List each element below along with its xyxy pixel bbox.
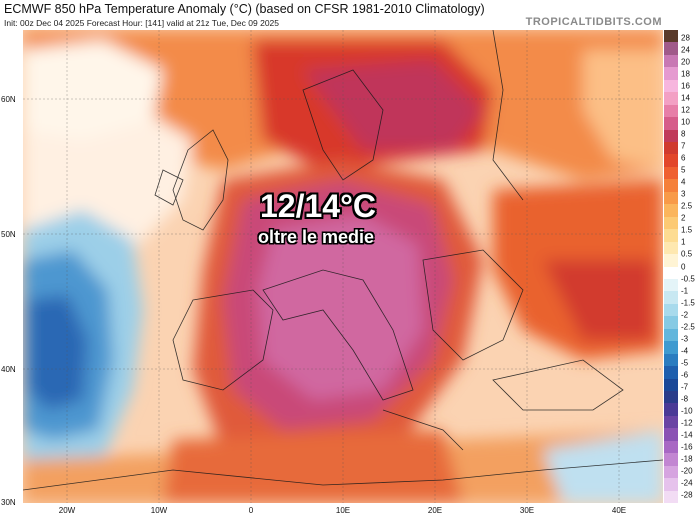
colorbar-tick-label: -6 (681, 370, 689, 380)
colorbar-tick-label: 8 (681, 129, 686, 139)
colorbar-tick-label: 2 (681, 213, 686, 223)
colorbar-tick-label: 10 (681, 117, 690, 127)
colorbar-tick-label: 6 (681, 153, 686, 163)
colorbar-segment (664, 390, 678, 404)
colorbar-segment (664, 378, 678, 392)
colorbar-segment (664, 104, 678, 118)
colorbar-tick-label: -28 (681, 490, 693, 500)
colorbar-segment (664, 117, 678, 131)
lat-label-50n: 50N (1, 230, 16, 239)
colorbar-segment (664, 229, 678, 243)
graticule (23, 30, 663, 503)
lon-label-10e: 10E (335, 506, 351, 515)
colorbar-tick-label: 28 (681, 33, 690, 43)
lon-label-0: 0 (248, 506, 254, 515)
colorbar-tick-label: -5 (681, 358, 689, 368)
colorbar-segment (664, 92, 678, 106)
colorbar-tick-label: 18 (681, 69, 690, 79)
colorbar-segment (664, 154, 678, 168)
anomaly-headline: 12/14°C (260, 188, 376, 224)
colorbar-tick-label: 7 (681, 141, 686, 151)
colorbar-segment (664, 278, 678, 292)
colorbar-tick-label: -1 (681, 286, 689, 296)
colorbar-segment (664, 204, 678, 218)
colorbar-tick-label: 1 (681, 237, 686, 247)
colorbar-tick-label: 14 (681, 93, 690, 103)
colorbar-segment (664, 303, 678, 317)
colorbar-segment (664, 216, 678, 230)
colorbar-segment (664, 142, 678, 155)
colorbar-tick-label: -16 (681, 442, 693, 452)
colorbar-tick-label: -8 (681, 394, 689, 404)
colorbar-tick-label: -7 (681, 382, 689, 392)
colorbar-segment (664, 353, 678, 367)
colorbar-segment (664, 166, 678, 180)
colorbar-tick-label: 5 (681, 165, 686, 175)
colorbar-tick-label: -3 (681, 334, 689, 344)
colorbar-tick-label: 20 (681, 57, 690, 67)
lon-label-30e: 30E (519, 506, 535, 515)
colorbar-tick-label: 2.5 (681, 201, 693, 211)
colorbar-segment (664, 54, 678, 68)
colorbar-segment (664, 328, 678, 342)
anomaly-map[interactable] (23, 30, 663, 503)
colorbar-tick-label: -18 (681, 454, 693, 464)
colorbar-segment (664, 79, 678, 93)
colorbar-segment (664, 403, 678, 417)
colorbar-tick-label: 3 (681, 189, 686, 199)
colorbar-segment (664, 191, 678, 205)
colorbar-segment (664, 67, 678, 81)
colorbar-segment (664, 490, 678, 504)
colorbar-segment (664, 453, 678, 467)
lon-label-20w: 20W (58, 506, 76, 515)
colorbar-tick-label: 4 (681, 177, 686, 187)
colorbar (664, 30, 678, 504)
colorbar-segment (664, 440, 678, 454)
lat-label-40n: 40N (1, 365, 16, 374)
colorbar-segment (664, 316, 678, 330)
colorbar-tick-label: -0.5 (681, 274, 695, 284)
colorbar-tick-label: -14 (681, 430, 693, 440)
lat-label-30n: 30N (1, 498, 16, 507)
colorbar-tick-label: 12 (681, 105, 690, 115)
colorbar-segment (664, 291, 678, 305)
colorbar-segment (664, 428, 678, 442)
colorbar-tick-label: -2 (681, 310, 689, 320)
colorbar-segment (664, 341, 678, 355)
colorbar-tick-label: 24 (681, 45, 690, 55)
colorbar-segment (664, 266, 678, 280)
colorbar-tick-label: 1.5 (681, 225, 693, 235)
colorbar-segment (664, 42, 678, 56)
colorbar-segment (664, 129, 678, 143)
lon-label-10w: 10W (150, 506, 168, 515)
colorbar-tick-label: -2.5 (681, 322, 695, 332)
colorbar-segment (664, 465, 678, 479)
colorbar-tick-label: 0.5 (681, 249, 693, 259)
colorbar-segment (664, 254, 678, 267)
colorbar-tick-label: 16 (681, 81, 690, 91)
map-title: ECMWF 850 hPa Temperature Anomaly (°C) (… (4, 2, 485, 16)
colorbar-segment (664, 415, 678, 429)
lon-label-40e: 40E (611, 506, 627, 515)
colorbar-segment (664, 366, 678, 380)
colorbar-tick-label: -24 (681, 478, 693, 488)
map-subtitle: Init: 00z Dec 04 2025 Forecast Hour: [14… (4, 18, 279, 28)
colorbar-tick-label: -10 (681, 406, 693, 416)
brand-watermark[interactable]: TROPICALTIDBITS.COM (525, 16, 662, 28)
colorbar-tick-label: 0 (681, 262, 686, 271)
colorbar-tick-label: -12 (681, 418, 693, 428)
lat-label-60n: 60N (1, 95, 16, 104)
colorbar-segment (664, 30, 678, 43)
colorbar-tick-label: -20 (681, 466, 693, 476)
colorbar-segment (664, 179, 678, 193)
colorbar-segment (664, 478, 678, 492)
colorbar-segment (664, 241, 678, 255)
colorbar-tick-label: -4 (681, 346, 689, 356)
lon-label-20e: 20E (427, 506, 443, 515)
colorbar-tick-label: -1.5 (681, 298, 695, 308)
anomaly-field (23, 30, 663, 503)
anomaly-subline: oltre le medie (258, 227, 375, 247)
map-canvas (23, 30, 663, 503)
